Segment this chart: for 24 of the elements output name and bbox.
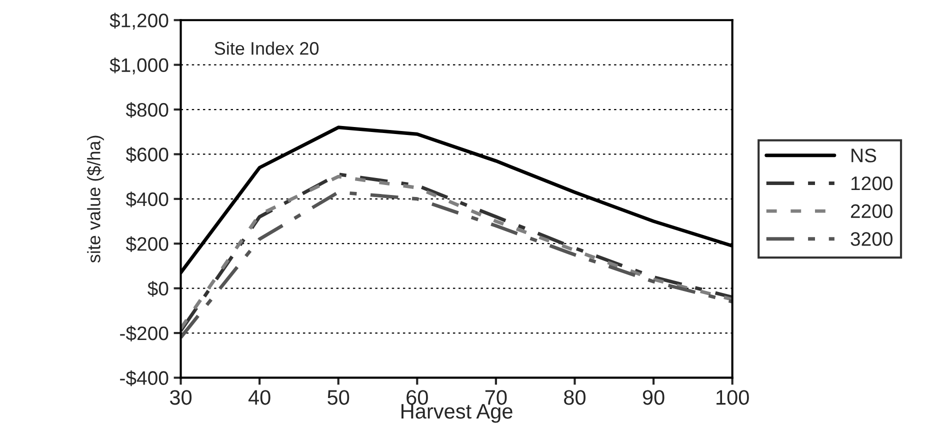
x-tick-label: 60 xyxy=(406,390,428,405)
legend-label: 2200 xyxy=(850,204,892,218)
legend-label: 3200 xyxy=(850,232,892,246)
legend-label: NS xyxy=(852,148,876,162)
y-tick-label: $1,000 xyxy=(110,57,168,74)
x-tick-label: 90 xyxy=(642,390,664,405)
x-tick-label: 30 xyxy=(170,390,192,405)
x-tick-label: 40 xyxy=(248,390,270,405)
y-axis-title: site value ($/ha) xyxy=(86,136,104,263)
x-tick-label: 80 xyxy=(564,390,586,405)
x-tick-label: 70 xyxy=(485,390,507,405)
y-tick-label: $1,200 xyxy=(110,12,168,30)
x-tick-label: 50 xyxy=(328,390,350,405)
annotation: Site Index 20 xyxy=(214,42,319,55)
y-tick-label: $0 xyxy=(148,280,168,297)
legend-label: 1200 xyxy=(851,176,892,190)
y-tick-label: $600 xyxy=(126,146,168,163)
y-tick-label: $200 xyxy=(126,236,168,252)
x-tick-label: 100 xyxy=(716,390,749,405)
y-tick-label: $800 xyxy=(126,102,168,118)
y-tick-label: $400 xyxy=(126,192,168,208)
y-tick-label: -$200 xyxy=(120,326,168,342)
y-tick-label: -$400 xyxy=(120,370,168,386)
x-axis-title: Harvest Age xyxy=(402,404,512,423)
